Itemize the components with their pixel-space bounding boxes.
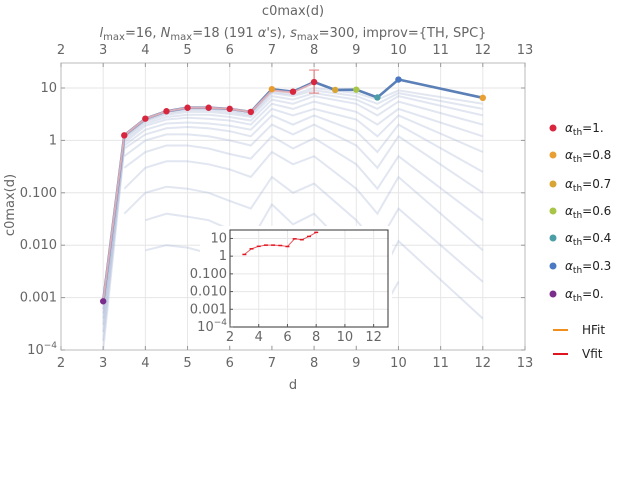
legend-swatch [549,151,557,159]
faint-series-line [102,100,484,333]
x-tick-label: 6 [226,356,234,371]
faint-series-line [102,107,484,341]
y-tick-label: 0.001 [20,291,57,306]
faint-series-line [123,123,484,194]
inset-x-tick-label: 6 [283,330,291,345]
faint-series-line [102,92,484,319]
x-tick-label-top: 11 [432,43,449,58]
series-group [99,69,487,350]
data-point [331,86,339,94]
legend-swatch [549,124,557,132]
inset-x-tick-label: 8 [312,330,320,345]
x-axis-label: d [289,378,297,393]
legend-label: Vfit [582,347,603,361]
data-point [310,78,318,86]
inset-plot: 2 4 6 8 10 12 10−40.001 0.010 0.100 1 10 [190,226,392,345]
y-tick-label: 0.010 [20,238,57,253]
legend-swatch [549,234,557,242]
legend-label: αth=0.8 [565,148,611,165]
y-tick-label: 10 [40,81,57,96]
chart-subtitle: lmax=16, Nmax=18 (191 α's), smax=300, im… [100,26,487,43]
x-tick-label: 10 [390,356,407,371]
chart-title: c0max(d) [262,4,324,19]
data-point [374,94,381,101]
inset-x-tick-label: 10 [337,330,354,345]
x-tick-label-top: 8 [310,43,318,58]
x-tick-label: 12 [475,356,492,371]
data-point [289,88,297,95]
x-tick-label-top: 3 [99,43,107,58]
inset-y-tick-label: 1 [219,249,227,264]
x-tick-label: 11 [432,356,449,371]
data-point [226,105,233,113]
data-point [142,115,149,122]
y-tick-label: 0.100 [20,186,57,201]
x-tick-label: 9 [352,356,360,371]
plot-frame [60,62,526,351]
faint-series-line [102,95,484,326]
data-point [184,104,191,111]
faint-series-line [102,114,484,350]
data-point [205,104,212,111]
inset-y-tick-label: 0.100 [190,267,227,282]
inset-x-tick-label: 12 [365,330,382,345]
y-tick-label: 1 [49,133,57,148]
y-axis-label: c0max(d) [3,174,18,236]
x-tick-label: 3 [99,356,107,371]
inset-background [200,226,392,345]
inset-x-tick-label: 2 [226,330,234,345]
x-tick-label: 13 [517,356,534,371]
data-point [163,108,170,115]
data-point [99,298,107,305]
legend-label: HFit [582,323,605,337]
y-tick-label: 10−4 [27,341,57,358]
legend-swatch [549,207,557,215]
x-tick-label: 4 [141,356,149,371]
x-tick-label-top: 10 [390,43,407,58]
x-tick-label-top: 6 [226,43,234,58]
x-tick-label: 7 [268,356,276,371]
data-point [247,108,255,116]
data-point [353,86,360,93]
legend: αth=1. αth=0.8 αth=0.7 αth=0.6 αth=0.4 αth=0.… [549,121,611,361]
legend-label: αth=0.7 [565,177,611,194]
inset-y-tick-label: 0.001 [190,302,227,317]
legend-label: αth=0.6 [565,204,611,221]
main-plot: 2233445566778899101011111212131310−40.00… [20,43,533,371]
x-tick-label: 2 [57,356,65,371]
x-tick-label-top: 2 [57,43,65,58]
faint-series-line [123,150,484,252]
inset-y-tick-label: 10−4 [197,318,227,335]
data-point [268,85,276,93]
legend-swatch [549,290,557,298]
x-tick-label-top: 5 [183,43,191,58]
legend-label: αth=0.4 [565,231,611,248]
legend-label: αth=0. [565,287,604,304]
legend-swatch [549,262,557,270]
x-tick-label-top: 13 [517,43,534,58]
x-tick-label: 8 [310,356,318,371]
legend-label: αth=1. [565,121,604,138]
x-tick-label-top: 4 [141,43,149,58]
x-tick-label-top: 7 [268,43,276,58]
inset-frame [229,229,389,328]
inset-y-tick-label: 0.010 [190,285,227,300]
data-point [479,94,487,102]
data-point [395,76,402,83]
legend-label: αth=0.3 [565,259,611,276]
faint-series-line [102,89,483,314]
legend-swatch [549,180,557,188]
faint-series-line [123,135,484,221]
x-tick-label-top: 9 [352,43,360,58]
data-point [121,132,128,139]
inset-series-group [242,231,319,256]
x-tick-label-top: 12 [475,43,492,58]
x-tick-label: 5 [183,356,191,371]
inset-y-tick-label: 10 [210,231,227,246]
inset-x-tick-label: 4 [255,330,263,345]
